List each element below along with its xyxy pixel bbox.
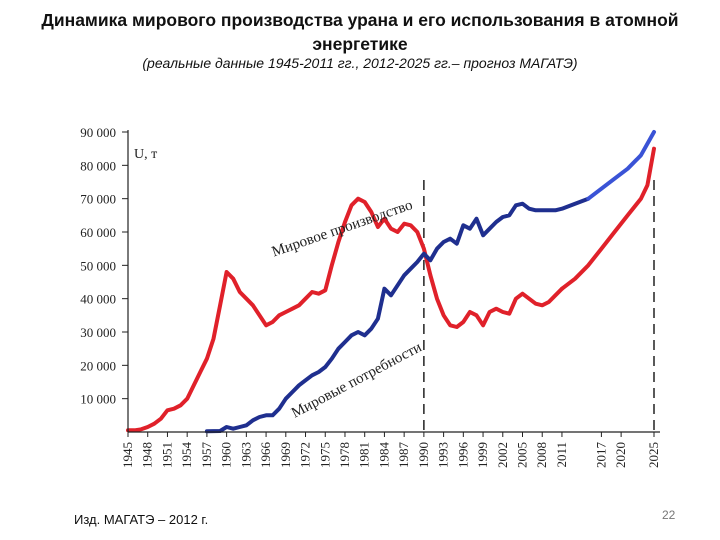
- x-tick-label: 1969: [278, 442, 293, 468]
- x-tick-label: 1972: [298, 442, 313, 468]
- x-tick-label: 1975: [317, 442, 332, 468]
- y-tick-label: 60 000: [80, 225, 116, 240]
- x-tick-label: 1984: [376, 442, 391, 469]
- x-tick-label: 1951: [159, 442, 174, 468]
- slide-title: Динамика мирового производства урана и е…: [41, 10, 679, 54]
- y-tick-label: 50 000: [80, 258, 116, 273]
- y-tick-label: 70 000: [80, 192, 116, 207]
- y-tick-label: 40 000: [80, 292, 116, 307]
- x-tick-label: 2005: [515, 442, 530, 468]
- x-tick-label: 1990: [416, 442, 431, 468]
- x-tick-label: 2011: [554, 442, 569, 468]
- x-tick-label: 1993: [436, 442, 451, 468]
- series-line-0: [126, 196, 564, 433]
- x-tick-label: 1948: [140, 442, 155, 468]
- series-label-demand: Мировые потребности: [289, 339, 424, 421]
- x-tick-label: 2002: [495, 442, 510, 468]
- y-tick-label: 10 000: [80, 392, 116, 407]
- y-tick-label: 20 000: [80, 358, 116, 373]
- y-axis-unit-label: U, т: [134, 147, 157, 162]
- x-tick-label: 1999: [475, 442, 490, 468]
- x-tick-label: 1957: [199, 442, 214, 469]
- y-tick-label: 90 000: [80, 125, 116, 140]
- page-number: 22: [662, 508, 676, 522]
- x-tick-label: 1978: [337, 442, 352, 468]
- series-line-1: [204, 196, 591, 434]
- x-tick-label: 1963: [238, 442, 253, 468]
- x-tick-label: 1960: [219, 442, 234, 468]
- source-note: Изд. МАГАТЭ – 2012 г.: [74, 512, 209, 527]
- x-tick-label: 1966: [258, 442, 273, 469]
- series-forecast-line-0: [560, 146, 656, 291]
- x-tick-label: 1954: [179, 442, 194, 469]
- slide-subtitle: (реальные данные 1945-2011 гг., 2012-202…: [142, 55, 578, 71]
- series-forecast-line-1: [586, 130, 656, 201]
- x-tick-label: 1996: [455, 442, 470, 469]
- y-tick-label: 80 000: [80, 158, 116, 173]
- x-tick-label: 2008: [534, 442, 549, 468]
- x-tick-label: 1987: [396, 442, 411, 469]
- x-tick-label: 2025: [646, 442, 661, 468]
- x-tick-label: 1981: [357, 442, 372, 468]
- y-tick-label: 30 000: [80, 325, 116, 340]
- x-tick-label: 2020: [613, 442, 628, 468]
- x-tick-label: 1945: [120, 442, 135, 468]
- x-tick-label: 2017: [593, 442, 608, 469]
